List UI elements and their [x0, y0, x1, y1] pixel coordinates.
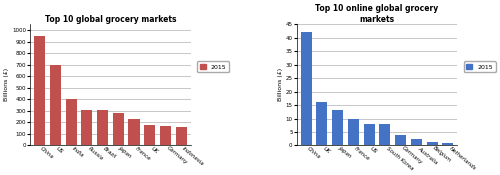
Bar	[332, 110, 343, 145]
Bar	[176, 127, 186, 145]
Bar	[144, 125, 156, 145]
Bar	[348, 118, 359, 145]
Bar	[395, 135, 406, 145]
Bar	[50, 65, 61, 145]
Bar	[128, 119, 140, 145]
Y-axis label: Billions (£): Billions (£)	[278, 68, 283, 101]
Y-axis label: Billions (£): Billions (£)	[4, 68, 9, 101]
Bar	[380, 124, 390, 145]
Bar	[364, 124, 374, 145]
Bar	[316, 102, 328, 145]
Bar	[82, 110, 92, 145]
Bar	[113, 113, 124, 145]
Legend: 2015: 2015	[197, 61, 229, 72]
Title: Top 10 global grocery markets: Top 10 global grocery markets	[44, 15, 176, 24]
Title: Top 10 online global grocery
markets: Top 10 online global grocery markets	[316, 4, 438, 24]
Bar	[300, 32, 312, 145]
Bar	[160, 126, 171, 145]
Bar	[97, 110, 108, 145]
Bar	[66, 99, 76, 145]
Bar	[442, 143, 454, 145]
Legend: 2015: 2015	[464, 61, 496, 72]
Bar	[34, 36, 45, 145]
Bar	[426, 142, 438, 145]
Bar	[411, 139, 422, 145]
